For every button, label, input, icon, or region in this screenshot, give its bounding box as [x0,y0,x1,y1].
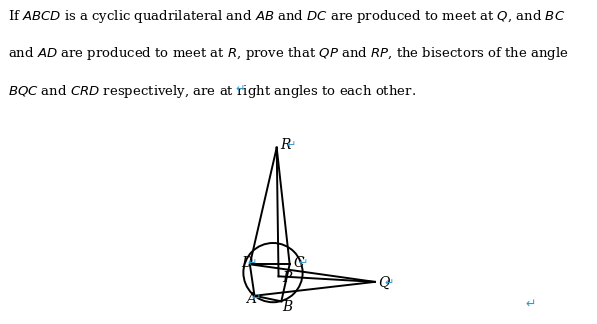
Text: If $\it{ABCD}$ is a cyclic quadrilateral and $\it{AB}$ and $\it{DC}$ are produce: If $\it{ABCD}$ is a cyclic quadrilateral… [8,8,565,25]
Text: R: R [281,138,291,152]
Text: ↵: ↵ [286,140,296,150]
Text: ↵: ↵ [247,258,257,268]
Text: B: B [282,300,293,314]
Text: and $\it{AD}$ are produced to meet at $\it{R}$, prove that $\it{QP}$ and $\it{RP: and $\it{AD}$ are produced to meet at $\… [8,45,568,62]
Text: $\it{BQC}$ and $\it{CRD}$ respectively, are at right angles to each other.: $\it{BQC}$ and $\it{CRD}$ respectively, … [8,83,416,99]
Text: P: P [282,271,291,285]
Text: D: D [242,256,253,270]
Text: ↵: ↵ [252,294,261,304]
Text: A: A [246,292,256,306]
Text: ↵: ↵ [525,298,536,311]
Text: Q: Q [378,276,390,290]
Text: ↵: ↵ [384,278,393,288]
Text: ↵: ↵ [299,258,308,268]
Text: ↵: ↵ [236,84,245,94]
Text: C: C [293,256,304,270]
